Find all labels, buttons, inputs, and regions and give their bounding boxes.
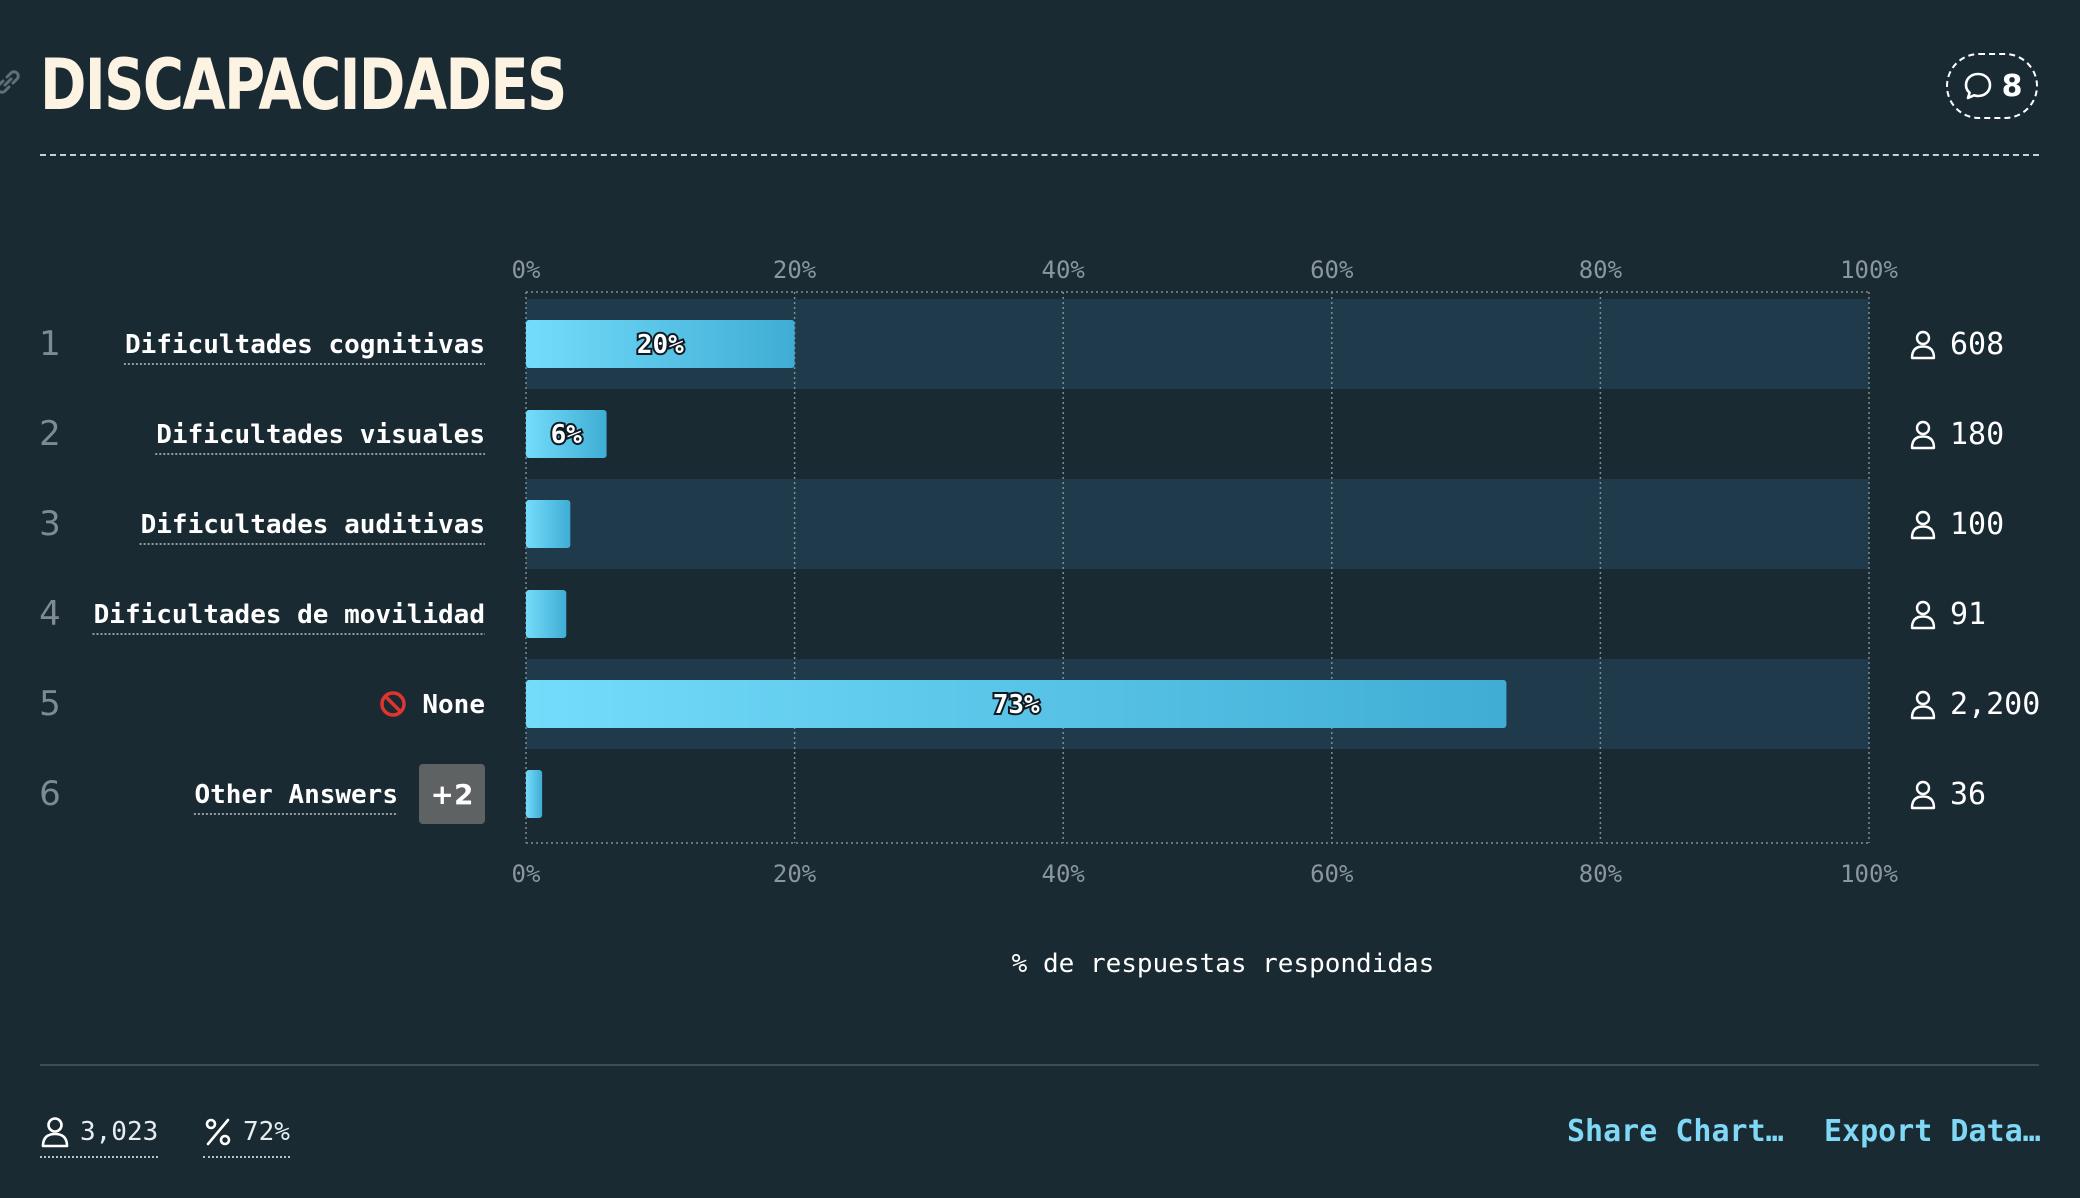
- chart-title: DISCAPACIDADES: [40, 44, 567, 126]
- rank-number: 4: [39, 594, 61, 634]
- x-tick-label-bottom: 80%: [1579, 860, 1623, 888]
- bar: [526, 500, 571, 548]
- category-label[interactable]: Other Answers: [195, 780, 399, 810]
- comments-count: 8: [2001, 68, 2023, 104]
- person-icon: [1910, 420, 1936, 450]
- x-tick-label-top: 100%: [1840, 256, 1898, 284]
- share-chart-link[interactable]: Share Chart…: [1567, 1114, 1784, 1149]
- bar: [526, 320, 795, 368]
- bar: [526, 410, 607, 458]
- comments-button[interactable]: 8: [1946, 53, 2038, 119]
- respondent-count: 608: [1950, 327, 2004, 362]
- person-icon: [1910, 780, 1936, 810]
- rank-number: 3: [39, 504, 61, 544]
- respondent-count: 36: [1950, 777, 1986, 812]
- bar: [526, 680, 1507, 728]
- category-label: None: [422, 690, 485, 720]
- no-entry-icon: [380, 691, 406, 717]
- category-label[interactable]: Dificultades auditivas: [141, 510, 485, 540]
- bar-chart: 0% 0% 20% 20% 40% 40% 60% 60% 80% 80% 100% 100% 20% 1…: [39, 256, 2040, 979]
- person-icon: [1910, 690, 1936, 720]
- x-tick-label-top: 60%: [1310, 256, 1354, 284]
- percent-answered-value: 72%: [243, 1117, 290, 1147]
- respondent-count: 180: [1950, 417, 2004, 452]
- bar-value-label: 20%: [637, 330, 684, 360]
- rank-number: 5: [39, 684, 61, 724]
- bar: [526, 770, 543, 818]
- category-label[interactable]: Dificultades visuales: [156, 420, 485, 450]
- x-tick-label-top: 40%: [1042, 256, 1086, 284]
- header-divider: [40, 154, 2039, 156]
- respondent-count: 91: [1950, 597, 1986, 632]
- bar: [526, 590, 567, 638]
- x-tick-label-top: 0%: [512, 256, 541, 284]
- x-tick-label-bottom: 60%: [1310, 860, 1354, 888]
- row-band: [526, 479, 1869, 569]
- person-icon: [41, 1117, 69, 1148]
- respondent-count: 2,200: [1950, 687, 2040, 722]
- person-icon: [1910, 510, 1936, 540]
- x-tick-label-top: 80%: [1579, 256, 1623, 284]
- other-answers-badge-label[interactable]: +2: [431, 778, 474, 811]
- person-icon: [1910, 600, 1936, 630]
- percent-icon: [205, 1118, 231, 1146]
- total-respondents-value: 3,023: [80, 1117, 159, 1147]
- x-tick-label-top: 20%: [773, 256, 817, 284]
- bar-value-label: 6%: [551, 420, 583, 450]
- bar-value-label: 73%: [993, 690, 1040, 720]
- export-data-link[interactable]: Export Data…: [1824, 1114, 2041, 1149]
- rank-number: 2: [39, 414, 61, 454]
- footer-divider: [40, 1064, 2039, 1066]
- link-icon[interactable]: [0, 68, 22, 96]
- rank-number: 1: [39, 324, 61, 364]
- total-respondents[interactable]: 3,023: [40, 1112, 159, 1158]
- person-icon: [1910, 330, 1936, 360]
- speech-bubble-icon: [1964, 72, 1991, 100]
- x-axis-title: % de respuestas respondidas: [1012, 949, 1435, 979]
- x-tick-label-bottom: 20%: [773, 860, 817, 888]
- x-tick-label-bottom: 0%: [512, 860, 541, 888]
- rank-number: 6: [39, 774, 61, 814]
- category-label[interactable]: Dificultades cognitivas: [125, 330, 485, 360]
- x-tick-label-bottom: 100%: [1840, 860, 1898, 888]
- percent-answered[interactable]: 72%: [203, 1112, 290, 1158]
- respondent-count: 100: [1950, 507, 2004, 542]
- other-answers-badge: [419, 764, 485, 824]
- x-tick-label-bottom: 40%: [1042, 860, 1086, 888]
- category-label[interactable]: Dificultades de movilidad: [94, 600, 485, 630]
